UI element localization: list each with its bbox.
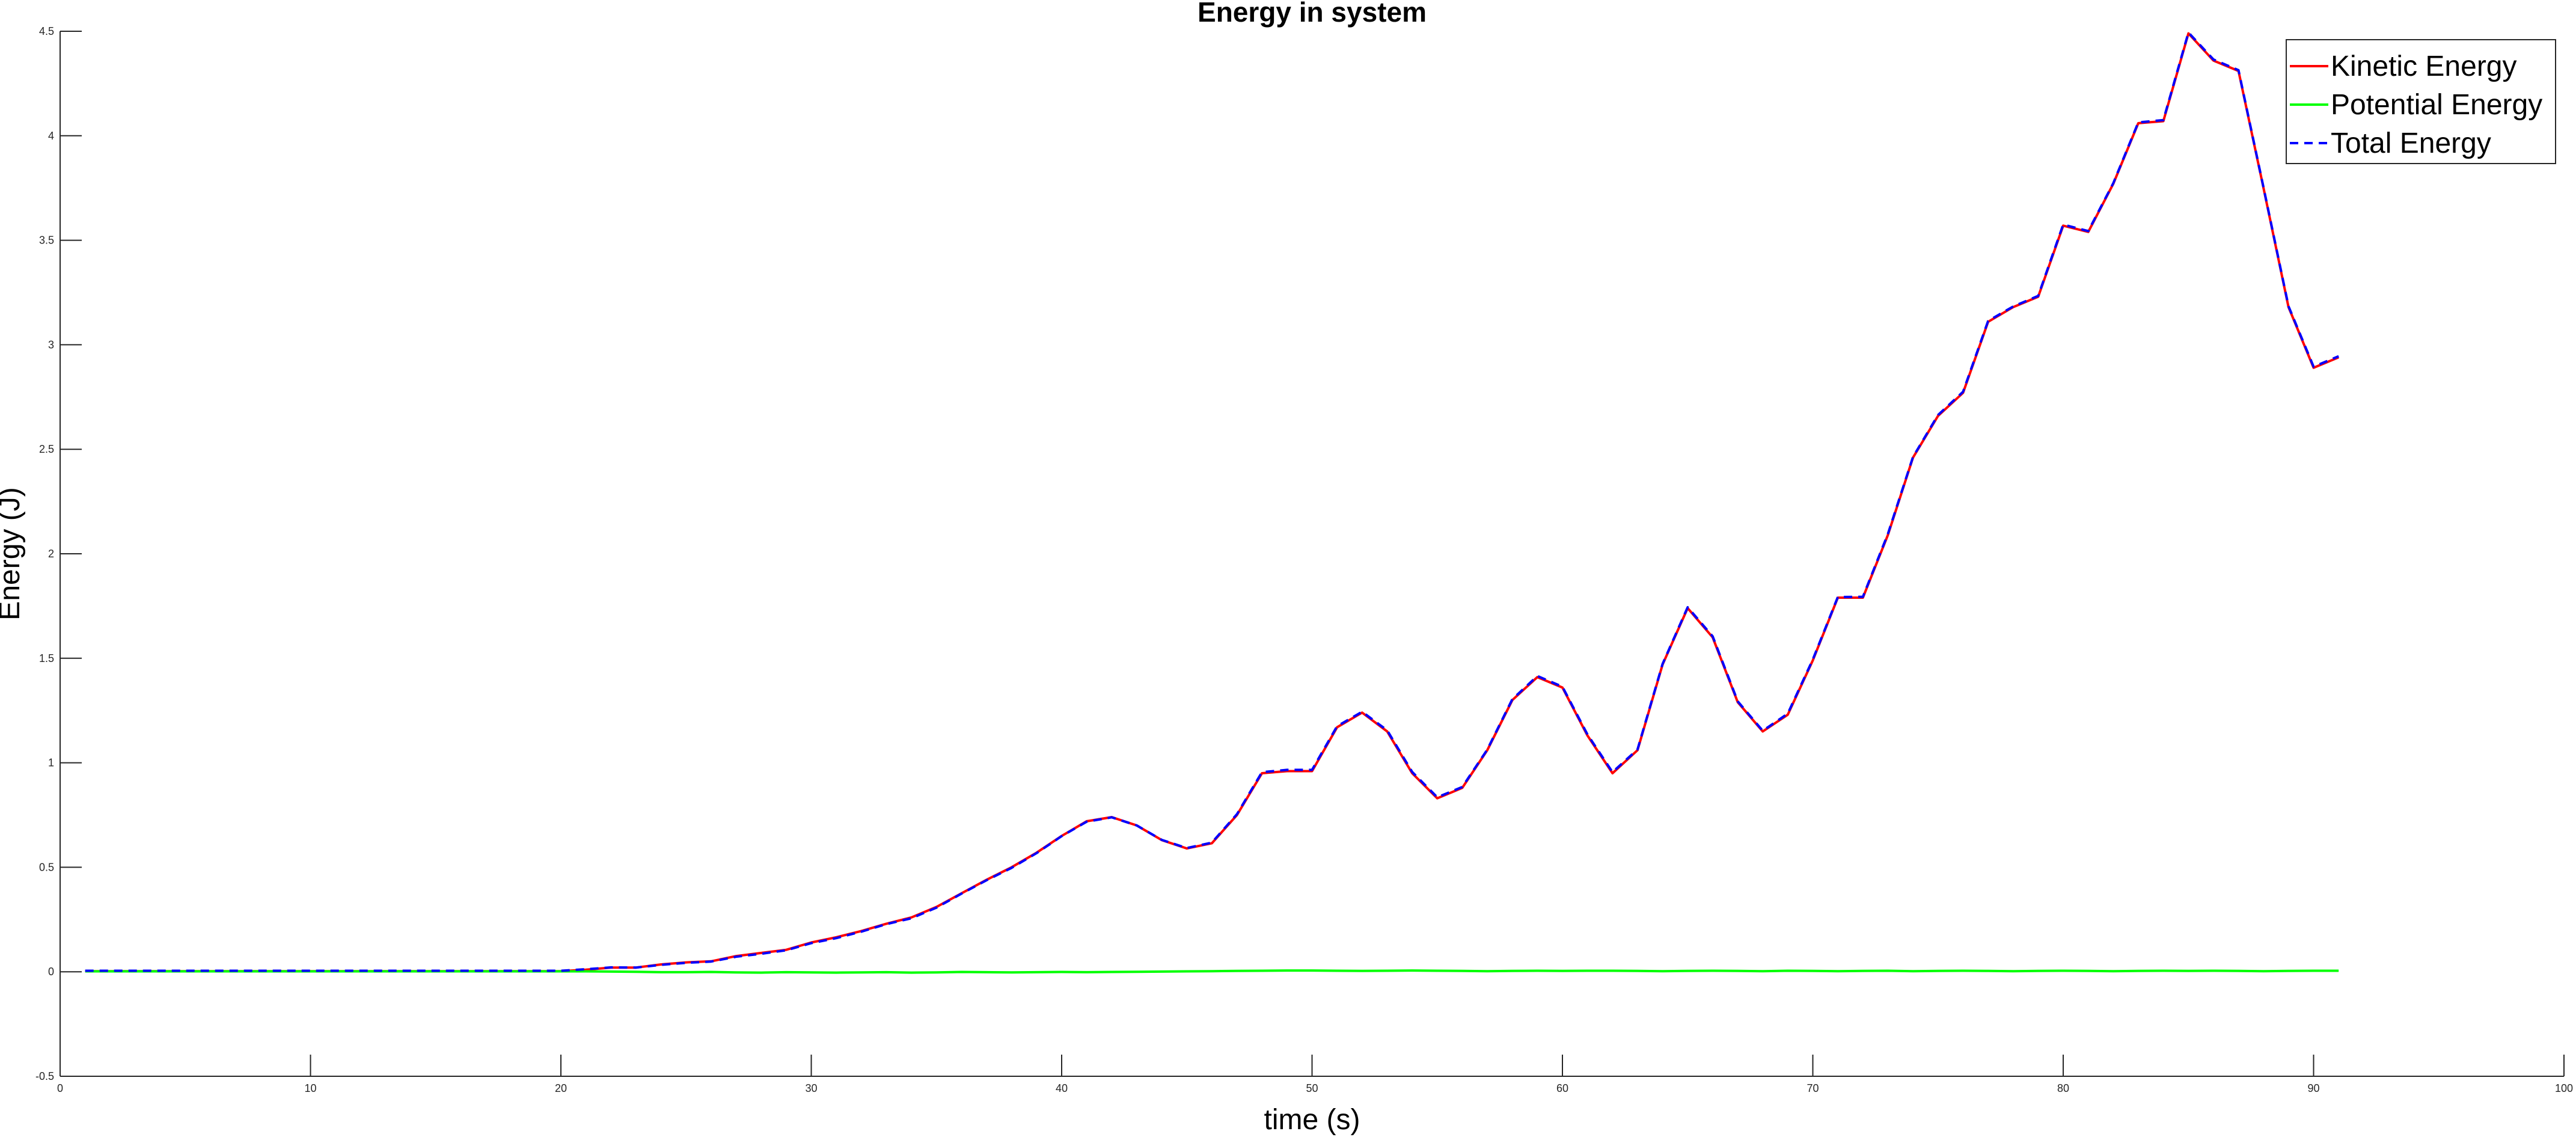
x-tick-label: 10 (304, 1082, 316, 1094)
legend-label: Kinetic Energy (2331, 51, 2517, 82)
chart-title: Energy in system (1198, 0, 1427, 28)
x-tick-label: 70 (1807, 1082, 1819, 1094)
x-tick-label: 90 (2307, 1082, 2319, 1094)
x-tick-label: 60 (1556, 1082, 1568, 1094)
x-tick-label: 40 (1056, 1082, 1068, 1094)
x-tick-label: 80 (2057, 1082, 2069, 1094)
x-tick-label: 100 (2555, 1082, 2573, 1094)
series-line-kinetic-energy (85, 32, 2339, 973)
y-tick-label: 1.5 (39, 652, 54, 664)
y-tick-label: 2 (48, 548, 54, 560)
y-tick-label: 3 (48, 339, 54, 351)
y-tick-label: 1 (48, 757, 54, 769)
y-tick-label: 3.5 (39, 234, 54, 247)
legend: Kinetic Energy Potential Energy Total Ener… (2286, 39, 2556, 164)
axes-layer: -0.500.511.522.533.544.50 10 20 30 40 50 60 70 8… (35, 25, 2573, 1094)
x-tick-label: 50 (1306, 1082, 1318, 1094)
series-line-total-energy (85, 31, 2339, 972)
y-tick-label: 0 (48, 966, 54, 978)
y-tick-label: -0.5 (35, 1070, 54, 1082)
x-axis-title: time (s) (1264, 1104, 1360, 1136)
legend-box (2286, 39, 2556, 164)
series-layer (85, 31, 2339, 974)
y-axis-title: Energy (J) (0, 487, 26, 620)
x-tick-label: 30 (805, 1082, 817, 1094)
y-tick-label: 2.5 (39, 443, 54, 455)
y-tick-label: 4 (48, 130, 54, 142)
legend-label: Potential Energy (2331, 89, 2542, 121)
labels-layer: Energy in system time (s) Energy (J) (0, 0, 1427, 1136)
x-tick-label: 0 (57, 1082, 63, 1094)
y-tick-label: 4.5 (39, 25, 54, 37)
x-tick-label: 20 (555, 1082, 567, 1094)
y-tick-label: 0.5 (39, 861, 54, 873)
legend-label: Total Energy (2331, 127, 2491, 159)
